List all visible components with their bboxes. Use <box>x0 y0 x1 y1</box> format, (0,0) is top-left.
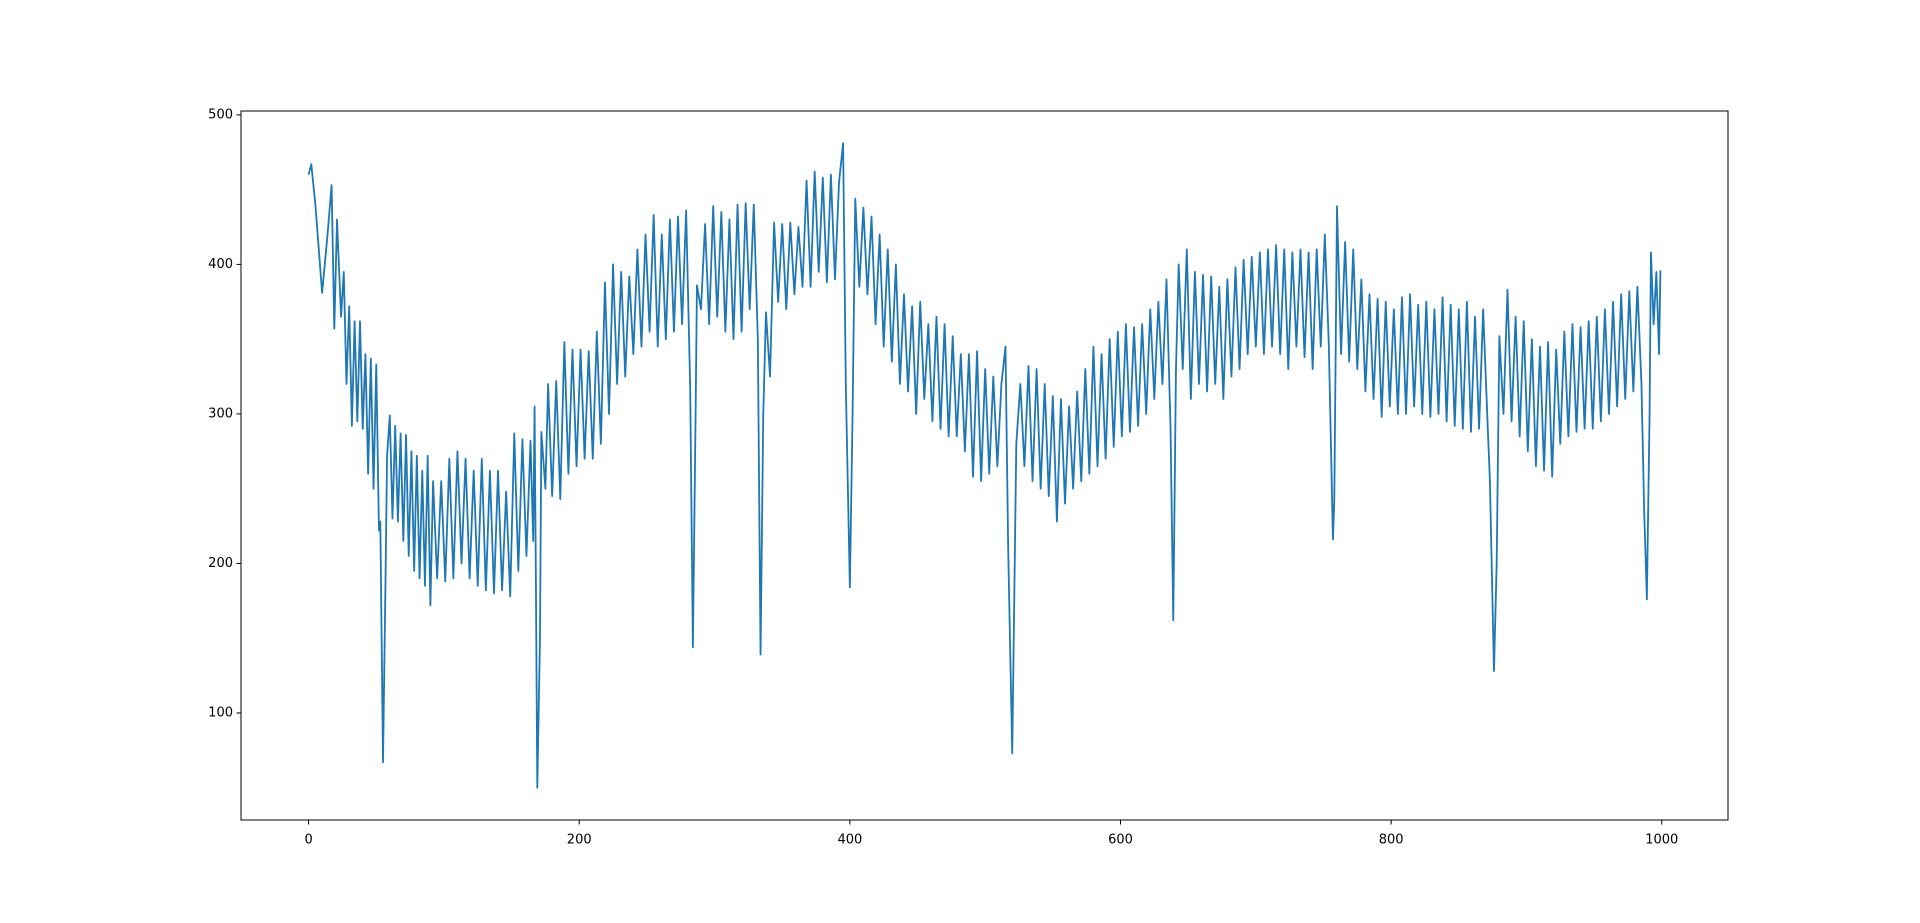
x-tick-label: 800 <box>1379 833 1404 848</box>
x-tick-label: 200 <box>567 833 592 848</box>
x-tick-label: 400 <box>837 833 862 848</box>
y-tick-label: 500 <box>208 107 233 122</box>
y-tick-label: 200 <box>208 556 233 571</box>
data-line <box>307 142 1662 789</box>
plot-frame <box>240 110 1729 821</box>
y-tick-label: 300 <box>208 406 233 421</box>
x-tick-label: 600 <box>1108 833 1133 848</box>
y-tick-label: 400 <box>208 257 233 272</box>
y-tick-label: 100 <box>208 705 233 720</box>
x-tick-label: 1000 <box>1645 833 1678 848</box>
x-tick-label: 0 <box>304 833 312 848</box>
